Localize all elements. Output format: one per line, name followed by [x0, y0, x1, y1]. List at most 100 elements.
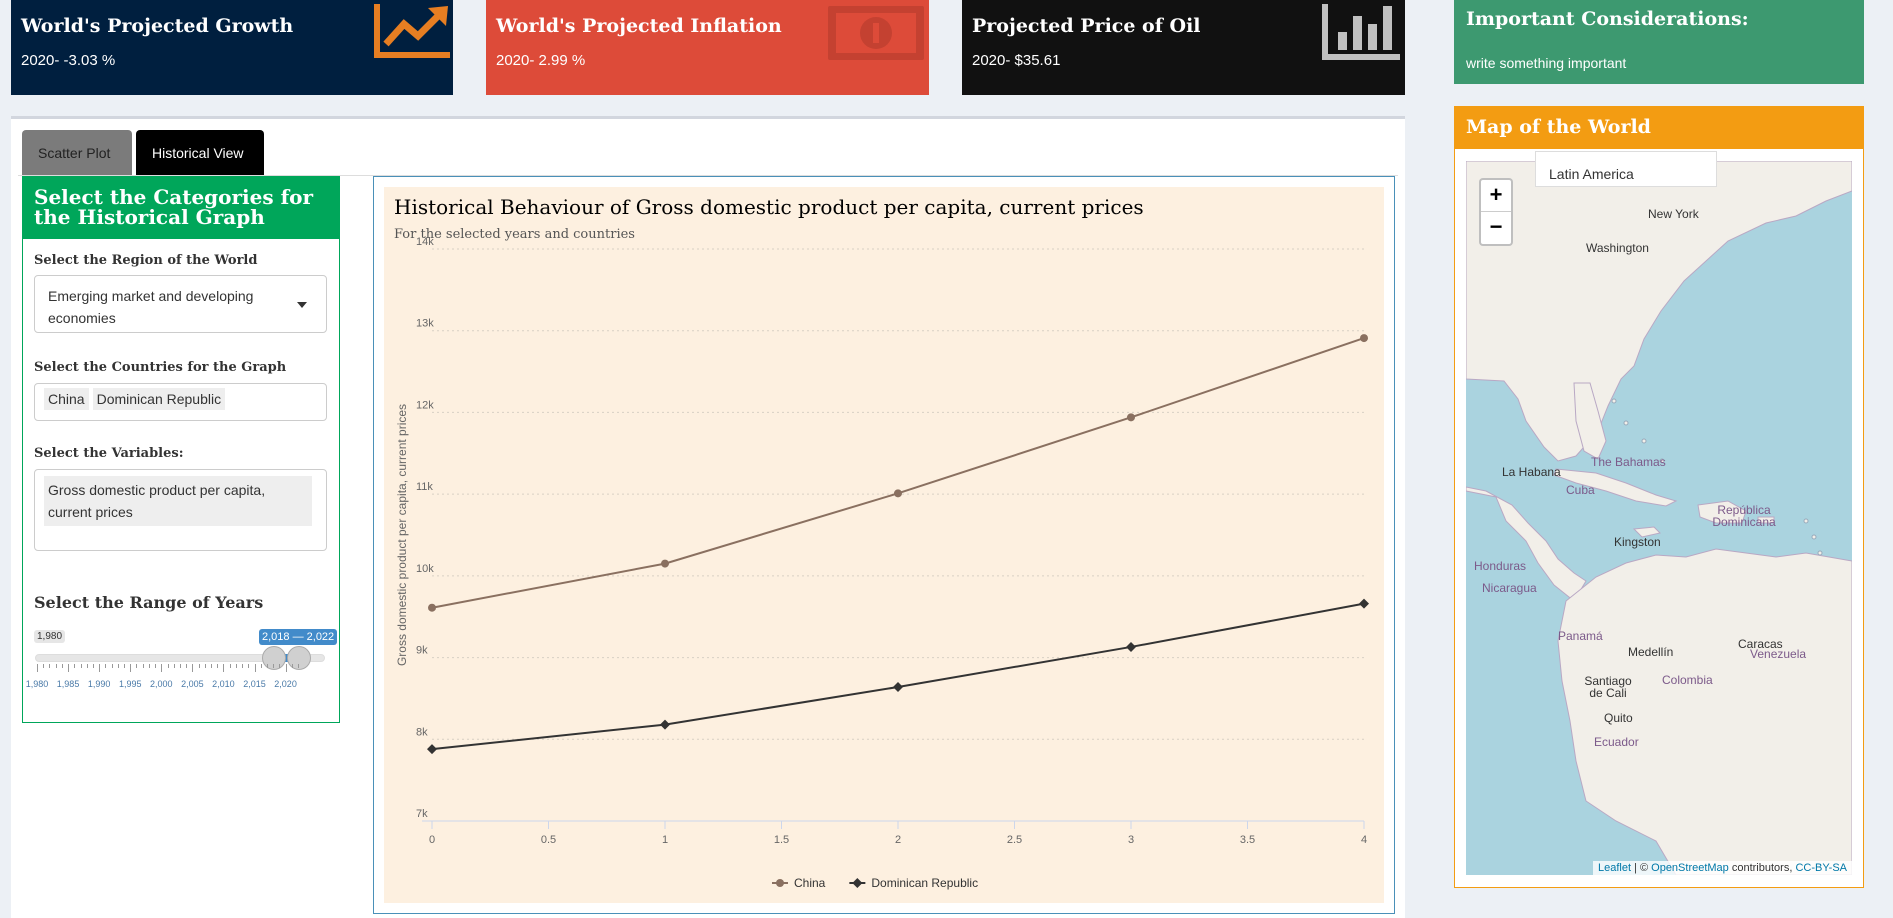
x-tick-label: 1.5: [774, 834, 789, 846]
y-tick-label: 14k: [416, 236, 434, 248]
leaflet-link[interactable]: Leaflet: [1597, 862, 1631, 874]
data-point: [1127, 413, 1135, 422]
data-point: [428, 603, 436, 612]
series-line: [431, 602, 1365, 751]
range-tick-label: 2,005: [181, 679, 204, 689]
legend-item: China: [794, 876, 826, 890]
country-chip[interactable]: China: [44, 388, 89, 410]
value-box-value: 2020- -3.03 %: [21, 52, 116, 69]
zoom-in-button[interactable]: +: [1481, 180, 1511, 212]
range-tick: [124, 664, 125, 668]
range-tick: [204, 664, 206, 668]
world-map[interactable]: New York Washington La Habana The Bahama…: [1466, 161, 1852, 875]
variables-select[interactable]: Gross domestic product per capita, curre…: [34, 469, 327, 551]
country-chip[interactable]: Dominican Republic: [92, 388, 226, 410]
chart-line-icon: [374, 4, 450, 58]
range-tick: [179, 664, 181, 668]
map-label: The Bahamas: [1591, 455, 1666, 469]
map-label: Washington: [1586, 241, 1649, 255]
bar-chart-icon: [1322, 4, 1400, 60]
range-handle-min[interactable]: [262, 646, 286, 670]
value-box-value: 2020- 2.99 %: [496, 52, 586, 69]
tab-scatter-plot[interactable]: Scatter Plot: [22, 130, 132, 176]
historical-chart-panel: Historical Behaviour of Gross domestic p…: [373, 176, 1395, 914]
y-tick-label: 12k: [416, 399, 434, 411]
range-tick: [285, 664, 287, 672]
x-tick-label: 0.5: [541, 834, 556, 846]
range-tick: [49, 664, 51, 668]
range-tick: [161, 664, 163, 672]
region-label: Select the Region of the World: [34, 253, 258, 268]
map-label: Quito: [1604, 711, 1633, 725]
range-tick: [273, 664, 275, 668]
map-label: Honduras: [1474, 559, 1527, 573]
data-point: [1359, 598, 1369, 609]
chart-title: Historical Behaviour of Gross domestic p…: [394, 195, 1144, 219]
zoom-out-button[interactable]: −: [1489, 214, 1503, 239]
line-chart: 7k 8k 9k 10k 11k 12k 13k 14k 0 0.5 1 1.5 2 2.5 3 3.5 4 Gr…: [395, 236, 1369, 890]
y-tick-label: 11k: [416, 481, 433, 493]
y-tick-label: 13k: [416, 318, 434, 330]
range-tick: [211, 664, 212, 668]
map-label: Colombia: [1662, 673, 1713, 687]
range-tick: [242, 664, 244, 668]
chevron-down-icon: [297, 302, 307, 308]
variables-label: Select the Variables:: [34, 446, 184, 461]
range-tick: [279, 664, 281, 668]
map-label: Kingston: [1614, 535, 1661, 549]
range-tick: [235, 664, 237, 668]
money-bill-icon: [828, 6, 924, 60]
map-label: Santiago de Cali: [1584, 674, 1632, 700]
range-tick: [291, 664, 293, 668]
range-track[interactable]: [35, 654, 325, 662]
map-label: La Habana: [1502, 465, 1561, 479]
zoom-control: + −: [1479, 178, 1513, 246]
x-tick-label: 3: [1128, 834, 1134, 846]
map-label: Nicaragua: [1482, 581, 1537, 595]
range-tick: [298, 664, 299, 668]
range-handle-max[interactable]: [287, 646, 311, 670]
map-label: Caracas: [1738, 637, 1783, 651]
x-tick-label: 0: [429, 834, 435, 846]
range-tick: [192, 664, 194, 672]
data-point: [894, 489, 902, 498]
tab-historical-view[interactable]: Historical View: [136, 130, 264, 176]
data-point: [661, 559, 669, 568]
value-box-growth: World's Projected Growth 2020- -3.03 %: [11, 0, 453, 95]
range-tick: [229, 664, 231, 668]
y-tick-label: 7k: [416, 808, 428, 820]
region-select[interactable]: Emerging market and developing economies: [34, 275, 327, 333]
data-point: [893, 681, 903, 692]
considerations-box: Important Considerations: write somethin…: [1454, 0, 1864, 84]
range-tick-label: 2,010: [212, 679, 235, 689]
range-tick: [266, 664, 268, 668]
range-tick: [37, 664, 38, 672]
map-title: Map of the World: [1455, 107, 1863, 149]
license-link[interactable]: CC-BY-SA: [1795, 862, 1847, 874]
range-selected-label: 2,018 — 2,022: [259, 629, 338, 645]
x-tick-label: 4: [1361, 834, 1367, 846]
value-box-title: Projected Price of Oil: [972, 15, 1201, 37]
range-tick-label: 1,985: [56, 679, 80, 689]
range-tick-label: 1,980: [25, 679, 49, 689]
attribution-text: contributors,: [1728, 862, 1796, 874]
x-tick-label: 2.5: [1007, 834, 1022, 846]
range-tick: [217, 664, 219, 668]
range-tick: [155, 664, 157, 668]
variable-chip[interactable]: Gross domestic product per capita, curre…: [44, 476, 312, 526]
sidebar-title: Select the Categories for the Historical…: [23, 177, 339, 239]
value-box-value: 2020- $35.61: [972, 52, 1061, 69]
osm-link[interactable]: OpenStreetMap: [1651, 862, 1729, 874]
range-tick: [61, 664, 63, 668]
tab-divider: [18, 175, 1398, 176]
data-point: [660, 719, 670, 730]
y-tick-label: 9k: [416, 645, 428, 657]
range-tick: [136, 664, 138, 668]
map-label: Ecuador: [1594, 735, 1639, 749]
x-tick-label: 1: [662, 834, 668, 846]
value-box-title: World's Projected Inflation: [496, 15, 782, 37]
map-label: Cuba: [1566, 483, 1595, 497]
range-tick-label: 2,015: [243, 679, 266, 689]
range-tick: [68, 664, 70, 672]
countries-select[interactable]: China Dominican Republic: [34, 383, 327, 421]
